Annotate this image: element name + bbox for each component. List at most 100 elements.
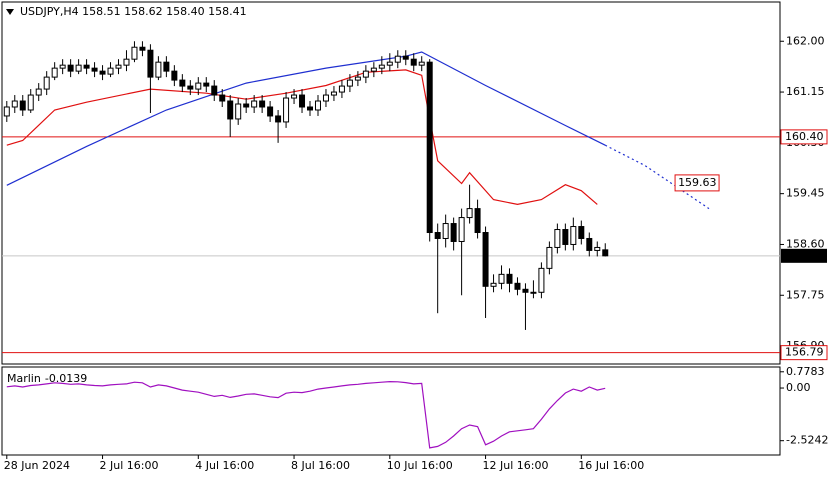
candle-body xyxy=(99,70,106,75)
candle-body xyxy=(35,88,42,96)
candle-body xyxy=(594,246,601,251)
candle-body xyxy=(458,217,465,242)
candle-body xyxy=(426,61,433,234)
overlay-line xyxy=(6,69,598,206)
level-label: 156.79 xyxy=(785,346,824,359)
candle-body xyxy=(267,106,274,117)
last-price-box xyxy=(781,248,827,263)
indicator-pane xyxy=(1,366,781,456)
candle-body xyxy=(434,232,441,239)
candle-body xyxy=(51,67,58,78)
main-pane xyxy=(1,1,781,365)
candle-body xyxy=(235,103,242,120)
candle-body xyxy=(570,226,577,245)
x-tick-label: 2 Jul 16:00 xyxy=(100,459,159,472)
candle-body xyxy=(322,94,329,102)
candle-body xyxy=(362,70,369,78)
y-tick-label: 158.60 xyxy=(786,237,825,250)
candle-body xyxy=(19,100,26,111)
y-tick-label: 159.45 xyxy=(786,187,825,200)
candle-body xyxy=(195,82,202,90)
candle-body xyxy=(75,64,82,72)
candle-body xyxy=(211,85,218,96)
candle-body xyxy=(578,226,585,239)
level-label-box xyxy=(780,345,828,361)
candle-body xyxy=(474,208,481,234)
candle-body xyxy=(307,106,314,111)
candle-body xyxy=(338,85,345,93)
candle-body xyxy=(378,64,385,69)
candle-body xyxy=(450,223,457,242)
x-tick-label: 28 Jun 2024 xyxy=(4,459,70,472)
candle-body xyxy=(219,94,226,102)
candle-body xyxy=(370,67,377,72)
candle-body xyxy=(123,58,130,66)
candle-body xyxy=(346,79,353,87)
candle-body xyxy=(299,94,306,108)
x-tick-label: 8 Jul 16:00 xyxy=(291,459,350,472)
candle-body xyxy=(251,100,258,108)
candle-body xyxy=(442,223,449,239)
x-tick-label: 12 Jul 16:00 xyxy=(483,459,549,472)
candle-body xyxy=(155,61,162,78)
annotation-box xyxy=(674,174,720,192)
indicator-line xyxy=(6,380,606,449)
candle-body xyxy=(131,46,138,60)
candle-body xyxy=(410,58,417,66)
candle-body xyxy=(147,49,154,78)
candle-body xyxy=(562,229,569,245)
candle-body xyxy=(514,282,521,290)
candle-body xyxy=(179,79,186,87)
candle-body xyxy=(11,100,18,108)
overlay-line xyxy=(604,144,710,210)
candle-body xyxy=(83,64,90,69)
y-tick-label: 161.15 xyxy=(786,85,825,98)
candle-body xyxy=(43,76,50,90)
overlay-line xyxy=(6,51,606,186)
y-tick-label: -2.5242 xyxy=(786,434,828,447)
candle-body xyxy=(203,82,210,87)
candle-body xyxy=(283,97,290,123)
indicator-title: Marlin xyxy=(7,372,41,385)
x-tick-label: 16 Jul 16:00 xyxy=(578,459,644,472)
candle-body xyxy=(586,237,593,251)
candle-body xyxy=(402,55,409,60)
candle-body xyxy=(466,208,473,219)
chart-title: USDJPY,H4 158.51 158.62 158.40 158.41 xyxy=(20,5,247,18)
candle-body xyxy=(394,55,401,63)
y-tick-label: 162.00 xyxy=(786,34,825,47)
y-tick-label: 0.7783 xyxy=(786,365,825,378)
candle-body xyxy=(602,249,609,257)
candle-body xyxy=(546,246,553,269)
candle-body xyxy=(259,100,266,108)
candle-body xyxy=(418,61,425,66)
candle-body xyxy=(498,273,505,284)
candle-body xyxy=(490,282,497,287)
candle-body xyxy=(59,64,66,69)
y-tick-label: 0.00 xyxy=(786,381,811,394)
candle-body xyxy=(107,67,114,75)
candle-body xyxy=(27,94,34,111)
candle-body xyxy=(354,76,361,81)
candle-body xyxy=(330,91,337,96)
menu-arrow xyxy=(6,9,14,15)
annotation-label: 159.63 xyxy=(678,176,717,189)
x-tick-label: 4 Jul 16:00 xyxy=(195,459,254,472)
candle-body xyxy=(538,267,545,293)
candle-body xyxy=(163,61,170,72)
indicator-value: -0.0139 xyxy=(45,372,87,385)
candle-body xyxy=(3,106,10,117)
y-tick-label: 157.75 xyxy=(786,288,825,301)
x-tick-label: 10 Jul 16:00 xyxy=(387,459,453,472)
candle-body xyxy=(227,100,234,120)
candle-body xyxy=(314,100,321,111)
candle-body xyxy=(275,115,282,123)
level-label-box xyxy=(780,129,828,145)
candle-body xyxy=(171,70,178,81)
candle-body xyxy=(554,229,561,248)
candle-body xyxy=(530,291,537,294)
candle-body xyxy=(67,64,74,72)
level-label: 160.40 xyxy=(785,130,824,143)
candle-body xyxy=(115,64,122,69)
